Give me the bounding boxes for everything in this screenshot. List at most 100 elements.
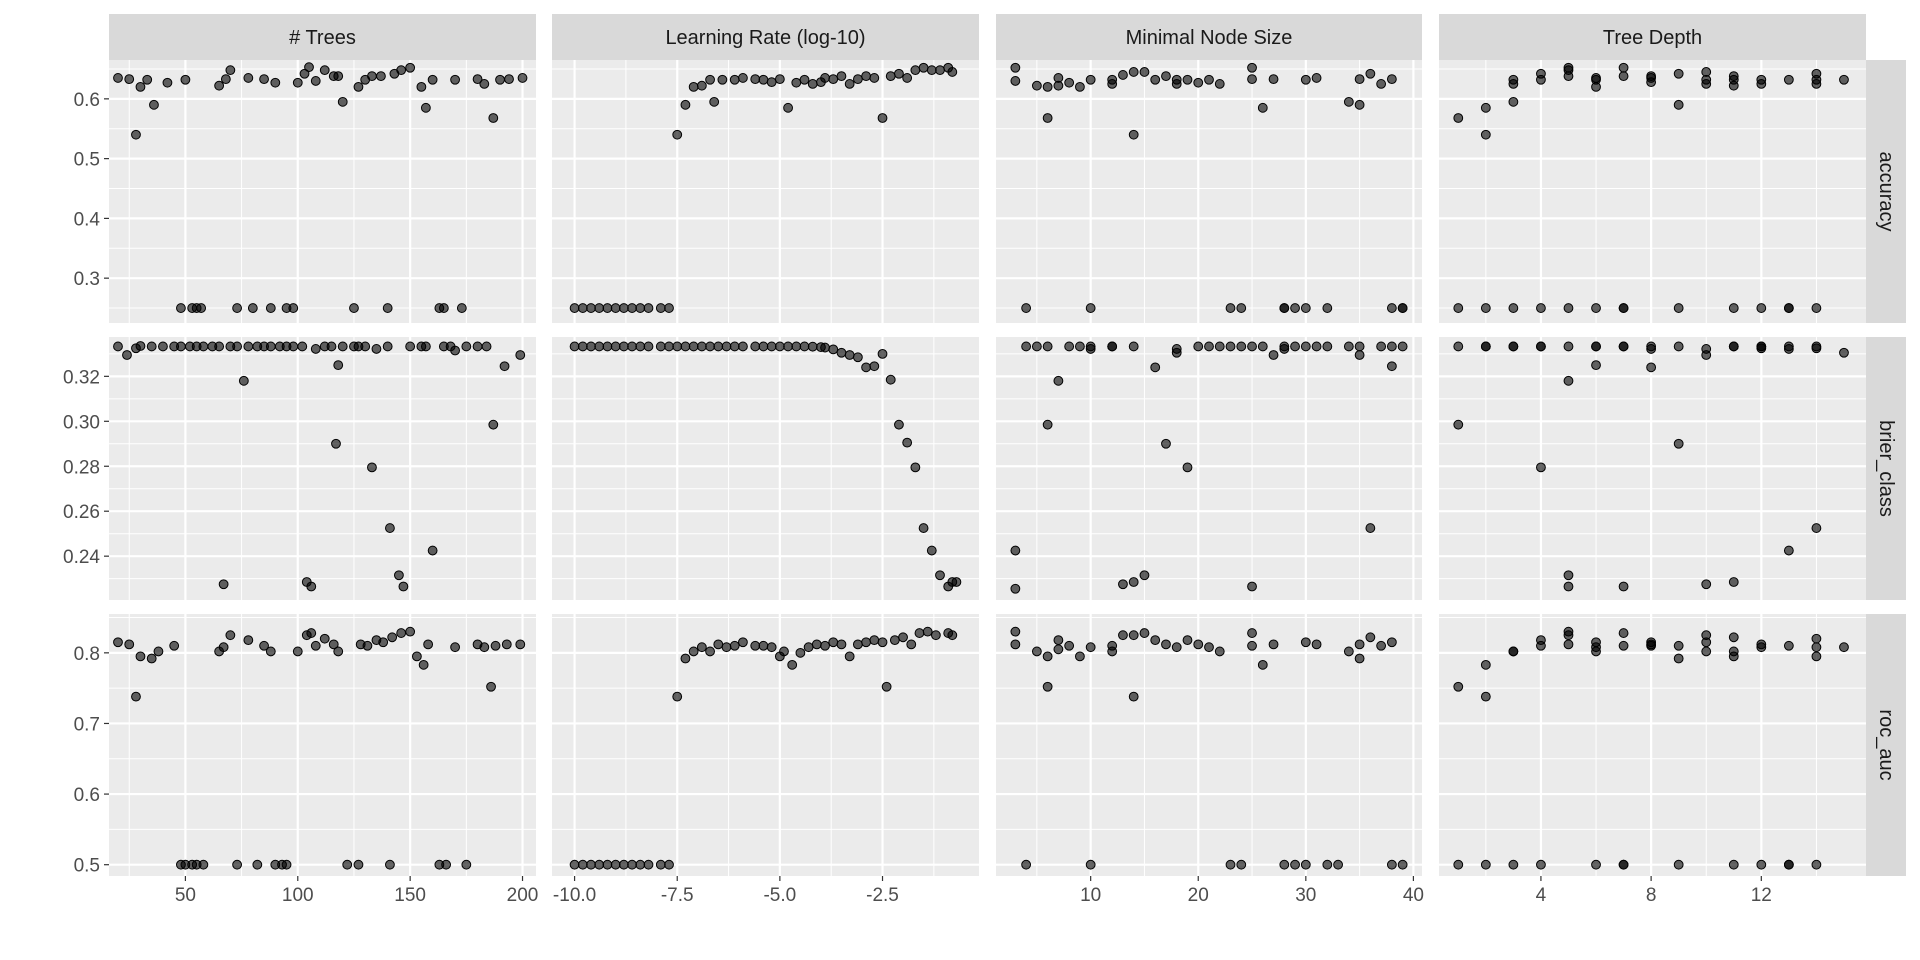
data-point <box>1257 341 1268 352</box>
data-point <box>1728 80 1739 91</box>
data-point <box>618 341 629 352</box>
data-point <box>729 640 740 651</box>
data-point <box>515 350 526 360</box>
data-point <box>1010 62 1021 73</box>
data-point <box>1376 341 1387 352</box>
data-point <box>1042 651 1053 662</box>
data-point <box>135 341 146 351</box>
data-point <box>1783 303 1794 313</box>
data-point <box>1354 350 1365 360</box>
data-point <box>643 859 654 870</box>
data-point <box>1728 341 1739 352</box>
gridlines <box>996 60 1422 323</box>
data-point <box>1139 67 1150 77</box>
data-point <box>1701 79 1712 89</box>
data-point <box>836 347 847 358</box>
data-point <box>1279 303 1290 313</box>
data-point <box>124 74 135 85</box>
data-point <box>1075 81 1085 92</box>
data-point <box>610 859 621 870</box>
data-point <box>297 341 308 352</box>
data-point <box>1563 71 1574 82</box>
data-point <box>1257 659 1268 670</box>
data-point <box>1204 341 1214 352</box>
data-point <box>1508 74 1519 85</box>
data-point <box>1397 341 1408 352</box>
data-point <box>353 81 364 92</box>
data-point <box>1453 859 1464 870</box>
data-point <box>1646 344 1657 354</box>
data-point <box>951 577 962 587</box>
column-strip-trees <box>109 14 536 60</box>
data-point <box>180 74 191 85</box>
data-point <box>135 81 146 92</box>
data-point <box>1365 68 1376 79</box>
data-point <box>1010 545 1021 556</box>
data-points <box>1010 341 1408 594</box>
data-point <box>1618 628 1629 638</box>
data-point <box>225 65 236 76</box>
data-point <box>1453 303 1464 313</box>
data-point <box>1031 341 1042 352</box>
data-point <box>1480 859 1491 870</box>
data-point <box>1508 859 1519 870</box>
data-point <box>1811 79 1822 89</box>
column-strip-label: # Trees <box>289 27 356 49</box>
data-point <box>1128 630 1139 641</box>
data-point <box>416 81 427 92</box>
data-point <box>292 77 303 88</box>
data-point <box>1107 74 1118 85</box>
data-point <box>1591 646 1601 657</box>
data-point <box>385 523 395 533</box>
data-point <box>1376 640 1387 651</box>
data-point <box>1300 637 1311 648</box>
data-point <box>1354 74 1365 85</box>
data-point <box>852 74 863 85</box>
data-point <box>1064 77 1075 88</box>
data-point <box>371 344 382 354</box>
data-point <box>146 653 157 664</box>
data-point <box>1193 639 1204 650</box>
data-point <box>713 639 724 650</box>
data-point <box>504 74 514 85</box>
data-point <box>1085 341 1096 352</box>
data-point <box>664 303 674 313</box>
data-point <box>947 67 958 77</box>
data-point <box>1646 640 1657 651</box>
data-point <box>738 73 748 83</box>
data-point <box>265 646 276 657</box>
panel-brier-class-tree-depth <box>1439 337 1866 600</box>
data-point <box>655 859 666 870</box>
y-tick-label: 0.6 <box>74 785 100 806</box>
data-point <box>1618 640 1629 651</box>
data-point <box>696 80 707 91</box>
data-point <box>1397 303 1408 313</box>
data-point <box>709 96 720 107</box>
data-point <box>1673 438 1684 449</box>
data-point <box>1085 859 1096 870</box>
data-point <box>1343 341 1354 352</box>
data-point <box>1563 581 1574 592</box>
data-point <box>1701 344 1712 354</box>
data-point <box>1064 640 1075 651</box>
data-point <box>1171 347 1182 358</box>
data-point <box>1783 545 1794 556</box>
data-point <box>337 96 348 107</box>
data-point <box>1811 633 1822 644</box>
row-strip-label: brier_class <box>1875 420 1897 517</box>
data-point <box>672 129 683 140</box>
data-point <box>1161 438 1171 449</box>
y-tick-label: 0.24 <box>63 547 100 568</box>
data-point <box>1536 68 1546 79</box>
data-point <box>1118 579 1128 590</box>
data-point <box>836 71 847 82</box>
data-point <box>1728 651 1739 662</box>
data-point <box>1053 73 1064 83</box>
data-point <box>259 640 269 651</box>
data-point <box>1673 640 1684 651</box>
data-point <box>1386 341 1397 352</box>
data-point <box>243 73 254 83</box>
data-point <box>750 640 761 651</box>
data-point <box>1701 646 1712 657</box>
data-point <box>1042 419 1053 430</box>
